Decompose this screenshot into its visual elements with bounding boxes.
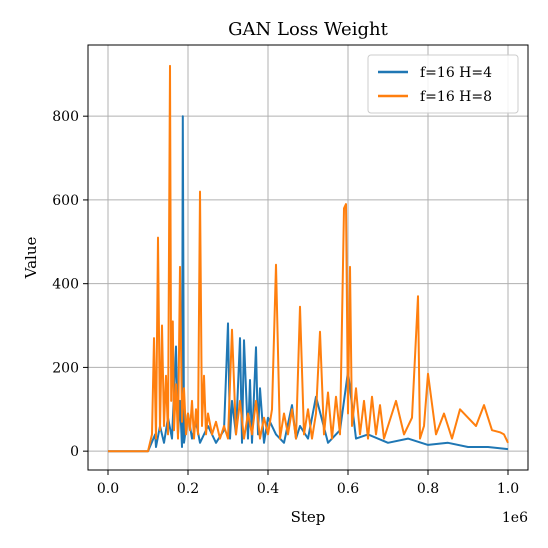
x-tick-label: 0.8: [417, 481, 439, 497]
x-tick-label: 0.6: [337, 481, 359, 497]
y-tick-label: 200: [52, 360, 79, 376]
x-tick-label: 0.2: [177, 481, 199, 497]
y-tick-label: 600: [52, 193, 79, 209]
plot-frame: [87, 44, 529, 471]
y-tick-label: 0: [70, 444, 79, 460]
series-layer: [108, 64, 509, 453]
x-tick-label: 0.4: [257, 481, 279, 497]
y-tick-label: 400: [52, 277, 79, 293]
series-line-1: [108, 115, 509, 453]
legend-box: [367, 54, 519, 114]
y-axis-label: Value: [22, 237, 40, 280]
x-tick-label: 1.0: [497, 481, 519, 497]
series-line-2: [108, 64, 509, 453]
y-tick-label: 800: [52, 109, 79, 125]
x-axis-offset-label: 1e6: [502, 510, 528, 526]
x-axis-label: Step: [291, 508, 326, 526]
legend: f=16 H=4 f=16 H=8: [367, 54, 519, 114]
x-tick-label: 0.0: [97, 481, 119, 497]
ticks: 0.0 0.2 0.4 0.6 0.8 1.0 0 200 400 600 800: [52, 109, 519, 497]
chart-title: GAN Loss Weight: [228, 19, 388, 40]
legend-label: f=16 H=8: [420, 89, 492, 105]
legend-label: f=16 H=4: [420, 65, 492, 81]
